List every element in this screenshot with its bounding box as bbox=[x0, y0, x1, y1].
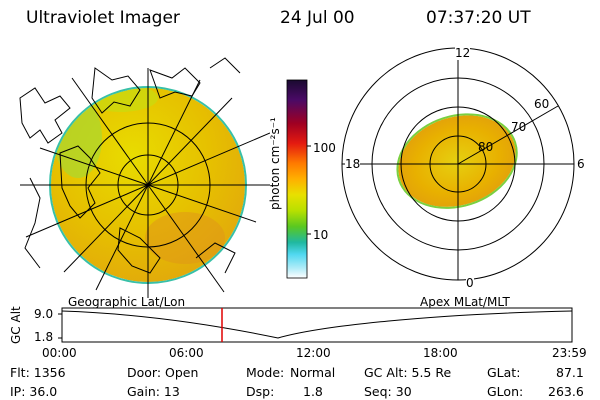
instrument-title: Ultraviolet Imager bbox=[26, 8, 180, 28]
altitude-curve bbox=[61, 310, 573, 339]
observation-time: 07:37:20 UT bbox=[426, 8, 531, 28]
glat-value: 87.1 bbox=[556, 365, 584, 380]
mlt-label-0: 0 bbox=[466, 276, 474, 290]
glat-label: GLat: bbox=[487, 365, 521, 380]
graticule bbox=[20, 68, 270, 298]
door-status: Door: Open bbox=[127, 365, 199, 380]
polar-grid bbox=[341, 47, 575, 281]
time-tick-0000: 00:00 bbox=[42, 346, 77, 360]
altitude-tick-1-8: 1.8 bbox=[34, 330, 54, 344]
dsp-label: Dsp: bbox=[246, 384, 275, 399]
mlt-label-12: 12 bbox=[455, 46, 471, 60]
time-tick-1800: 18:00 bbox=[423, 346, 458, 360]
coastlines bbox=[19, 57, 241, 274]
geographic-image bbox=[19, 57, 270, 298]
observation-date: 24 Jul 00 bbox=[280, 8, 355, 28]
mlat-label-60: 60 bbox=[534, 97, 550, 111]
altitude-tick-9: 9.0 bbox=[34, 307, 54, 321]
time-tick-2359: 23:59 bbox=[552, 346, 587, 360]
time-tick-1200: 12:00 bbox=[296, 346, 331, 360]
altitude-plot: GC Alt bbox=[9, 306, 573, 344]
mode-value: Normal bbox=[290, 365, 336, 380]
mlt-label-18: 18 bbox=[345, 157, 361, 171]
ip-value: IP: 36.0 bbox=[10, 384, 58, 399]
glon-label: GLon: bbox=[487, 384, 524, 399]
colorbar-tick-100: 100 bbox=[313, 141, 336, 155]
mode-label: Mode: bbox=[246, 365, 285, 380]
altitude-plot-frame bbox=[61, 307, 573, 343]
altitude-axis-label: GC Alt bbox=[9, 306, 23, 344]
polar-label: Apex MLat/MLT bbox=[420, 295, 510, 309]
mlat-label-70: 70 bbox=[511, 120, 527, 134]
polar-plot bbox=[341, 47, 575, 281]
gain-value: Gain: 13 bbox=[127, 384, 180, 399]
time-tick-0600: 06:00 bbox=[169, 346, 204, 360]
colorbar-tick-10: 10 bbox=[313, 228, 329, 242]
mlt-label-6: 6 bbox=[577, 157, 585, 171]
colorbar-label: photon cm⁻²s⁻¹ bbox=[268, 117, 282, 210]
colorbar: photon cm⁻²s⁻¹ bbox=[268, 79, 311, 279]
sequence-number: Seq: 30 bbox=[364, 384, 412, 399]
dsp-value: 1.8 bbox=[303, 384, 323, 399]
geographic-label: Geographic Lat/Lon bbox=[68, 295, 186, 309]
mlat-label-80: 80 bbox=[478, 140, 494, 154]
auroral-oval bbox=[398, 115, 516, 207]
gc-altitude: GC Alt: 5.5 Re bbox=[364, 365, 452, 380]
flight-number: Flt: 1356 bbox=[10, 365, 66, 380]
colorbar-gradient bbox=[286, 79, 308, 279]
glon-value: 263.6 bbox=[548, 384, 584, 399]
